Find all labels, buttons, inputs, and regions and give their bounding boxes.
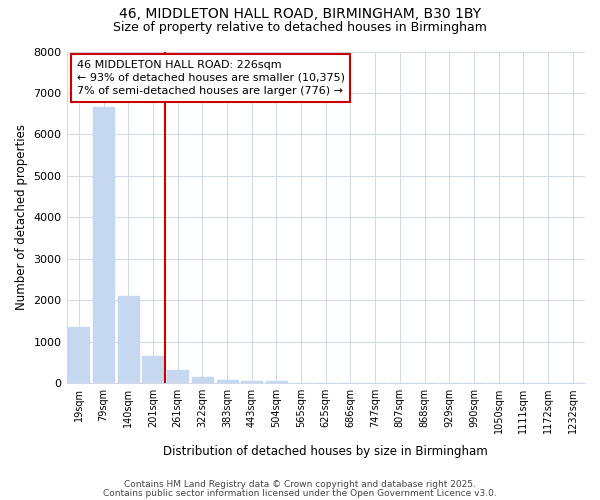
Bar	[93, 108, 114, 383]
Text: Contains HM Land Registry data © Crown copyright and database right 2025.: Contains HM Land Registry data © Crown c…	[124, 480, 476, 489]
Text: 46, MIDDLETON HALL ROAD, BIRMINGHAM, B30 1BY: 46, MIDDLETON HALL ROAD, BIRMINGHAM, B30…	[119, 8, 481, 22]
Y-axis label: Number of detached properties: Number of detached properties	[15, 124, 28, 310]
Bar	[68, 327, 89, 383]
Bar	[142, 356, 163, 383]
Text: Size of property relative to detached houses in Birmingham: Size of property relative to detached ho…	[113, 21, 487, 34]
Text: 46 MIDDLETON HALL ROAD: 226sqm
← 93% of detached houses are smaller (10,375)
7% : 46 MIDDLETON HALL ROAD: 226sqm ← 93% of …	[77, 60, 345, 96]
X-axis label: Distribution of detached houses by size in Birmingham: Distribution of detached houses by size …	[163, 444, 488, 458]
Text: Contains public sector information licensed under the Open Government Licence v3: Contains public sector information licen…	[103, 488, 497, 498]
Bar	[241, 381, 262, 383]
Bar	[118, 296, 139, 383]
Bar	[167, 370, 188, 383]
Bar	[217, 380, 238, 383]
Bar	[192, 377, 213, 383]
Bar	[266, 381, 287, 383]
